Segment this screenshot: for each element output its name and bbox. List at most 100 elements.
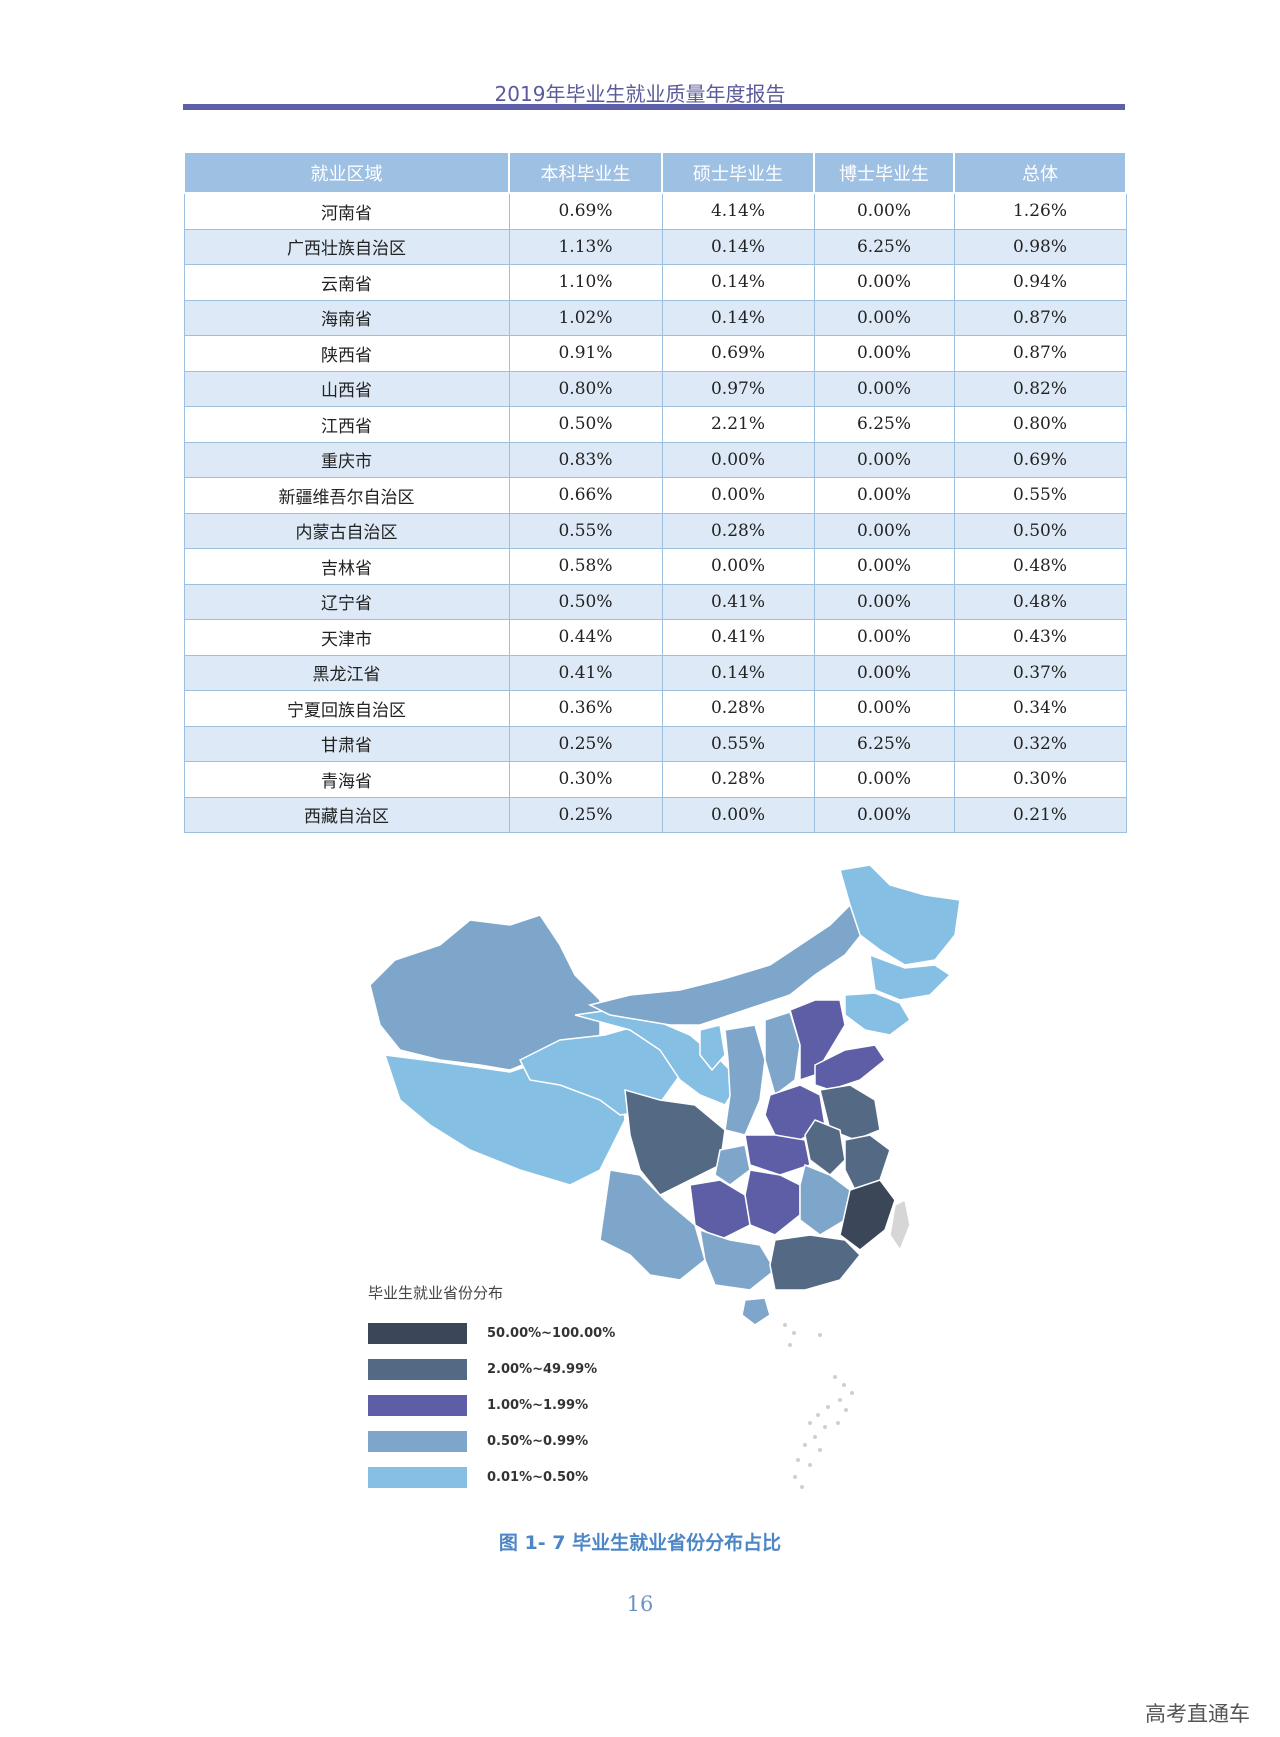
percent-cell: 0.34%	[953, 690, 1127, 727]
percent-cell: 0.48%	[953, 583, 1127, 620]
percent-cell: 0.98%	[953, 228, 1127, 265]
percent-cell: 1.10%	[508, 264, 663, 301]
column-header: 博士毕业生	[813, 151, 955, 194]
percent-cell: 0.00%	[813, 690, 955, 727]
percent-cell: 0.83%	[508, 441, 663, 478]
region-cell: 辽宁省	[183, 583, 510, 620]
table-row: 青海省 0.30% 0.28% 0.00% 0.30%	[183, 761, 1127, 798]
region-guangdong	[769, 1234, 862, 1291]
percent-cell: 0.00%	[813, 548, 955, 585]
legend-item: 0.01%~0.50%	[368, 1459, 615, 1495]
legend-swatch	[368, 1394, 467, 1416]
table-row: 重庆市 0.83% 0.00% 0.00% 0.69%	[183, 441, 1127, 478]
table-row: 广西壮族自治区 1.13% 0.14% 6.25% 0.98%	[183, 228, 1127, 265]
percent-cell: 0.80%	[508, 370, 663, 407]
percent-cell: 0.48%	[953, 548, 1127, 585]
percent-cell: 0.55%	[661, 725, 815, 762]
region-cell: 河南省	[183, 192, 510, 230]
percent-cell: 0.30%	[508, 761, 663, 798]
percent-cell: 0.50%	[508, 583, 663, 620]
percent-cell: 1.26%	[953, 192, 1127, 230]
region-cell: 宁夏回族自治区	[183, 690, 510, 727]
figure-caption: 图 1- 7 毕业生就业省份分布占比	[498, 1532, 782, 1554]
percent-cell: 0.66%	[508, 477, 663, 514]
percent-cell: 0.50%	[953, 512, 1127, 549]
table-row: 西藏自治区 0.25% 0.00% 0.00% 0.21%	[183, 796, 1127, 833]
percent-cell: 0.00%	[661, 548, 815, 585]
header-divider	[183, 104, 1125, 110]
region-guangxi	[699, 1228, 776, 1291]
region-cell: 西藏自治区	[183, 796, 510, 833]
region-cell: 海南省	[183, 299, 510, 336]
legend-label: 2.00%~49.99%	[487, 1361, 598, 1377]
percent-cell: 0.00%	[813, 192, 955, 230]
percent-cell: 0.00%	[813, 335, 955, 372]
percent-cell: 0.00%	[813, 583, 955, 620]
region-cell: 云南省	[183, 264, 510, 301]
legend-item: 2.00%~49.99%	[368, 1351, 615, 1387]
percent-cell: 1.13%	[508, 228, 663, 265]
legend-swatch	[368, 1430, 467, 1452]
percent-cell: 0.97%	[661, 370, 815, 407]
percent-cell: 0.41%	[508, 654, 663, 691]
region-cell: 甘肃省	[183, 725, 510, 762]
region-heilongjiang	[839, 864, 961, 966]
percent-cell: 0.21%	[953, 796, 1127, 833]
percent-cell: 0.50%	[508, 406, 663, 443]
table-row: 辽宁省 0.50% 0.41% 0.00% 0.48%	[183, 583, 1127, 620]
region-cell: 内蒙古自治区	[183, 512, 510, 549]
legend-swatch	[368, 1466, 467, 1488]
region-hubei	[744, 1134, 811, 1176]
percent-cell: 0.28%	[661, 512, 815, 549]
map-legend: 毕业生就业省份分布 50.00%~100.00% 2.00%~49.99% 1.00…	[368, 1282, 615, 1495]
percent-cell: 0.00%	[813, 796, 955, 833]
table-row: 海南省 1.02% 0.14% 0.00% 0.87%	[183, 299, 1127, 336]
percent-cell: 0.00%	[813, 441, 955, 478]
region-cell: 黑龙江省	[183, 654, 510, 691]
region-inner-mongolia	[587, 898, 866, 1026]
region-hunan	[744, 1169, 801, 1236]
legend-label: 1.00%~1.99%	[487, 1397, 589, 1413]
percent-cell: 0.00%	[813, 299, 955, 336]
region-qinghai	[518, 1024, 681, 1116]
percent-cell: 0.55%	[953, 477, 1127, 514]
table-row: 天津市 0.44% 0.41% 0.00% 0.43%	[183, 619, 1127, 656]
region-cell: 青海省	[183, 761, 510, 798]
table-row: 吉林省 0.58% 0.00% 0.00% 0.48%	[183, 548, 1127, 585]
region-cell: 吉林省	[183, 548, 510, 585]
legend-label: 50.00%~100.00%	[487, 1325, 616, 1341]
percent-cell: 0.14%	[661, 299, 815, 336]
table-row: 山西省 0.80% 0.97% 0.00% 0.82%	[183, 370, 1127, 407]
employment-table: 就业区域 本科毕业生 硕士毕业生 博士毕业生 总体 河南省 0.69% 4.14% 0…	[183, 151, 1127, 833]
table-row: 甘肃省 0.25% 0.55% 6.25% 0.32%	[183, 725, 1127, 762]
region-guizhou	[689, 1179, 751, 1241]
percent-cell: 0.69%	[661, 335, 815, 372]
percent-cell: 0.41%	[661, 583, 815, 620]
legend-item: 0.50%~0.99%	[368, 1423, 615, 1459]
region-cell: 天津市	[183, 619, 510, 656]
percent-cell: 0.87%	[953, 299, 1127, 336]
region-ningxia	[699, 1024, 726, 1072]
region-shandong	[814, 1044, 887, 1091]
percent-cell: 0.37%	[953, 654, 1127, 691]
percent-cell: 0.44%	[508, 619, 663, 656]
percent-cell: 0.91%	[508, 335, 663, 372]
percent-cell: 0.25%	[508, 725, 663, 762]
percent-cell: 0.00%	[661, 477, 815, 514]
percent-cell: 0.80%	[953, 406, 1127, 443]
region-jiangxi	[799, 1163, 851, 1236]
region-cell: 陕西省	[183, 335, 510, 372]
column-header: 本科毕业生	[508, 151, 663, 194]
column-header: 就业区域	[183, 151, 510, 194]
table-row: 江西省 0.50% 2.21% 6.25% 0.80%	[183, 406, 1127, 443]
percent-cell: 0.00%	[661, 796, 815, 833]
percent-cell: 6.25%	[813, 406, 955, 443]
region-taiwan	[889, 1198, 911, 1252]
percent-cell: 0.43%	[953, 619, 1127, 656]
percent-cell: 0.69%	[508, 192, 663, 230]
percent-cell: 0.00%	[813, 761, 955, 798]
percent-cell: 0.41%	[661, 619, 815, 656]
region-chongqing	[714, 1144, 751, 1186]
percent-cell: 0.36%	[508, 690, 663, 727]
watermark: 高考直通车	[1145, 1702, 1250, 1726]
